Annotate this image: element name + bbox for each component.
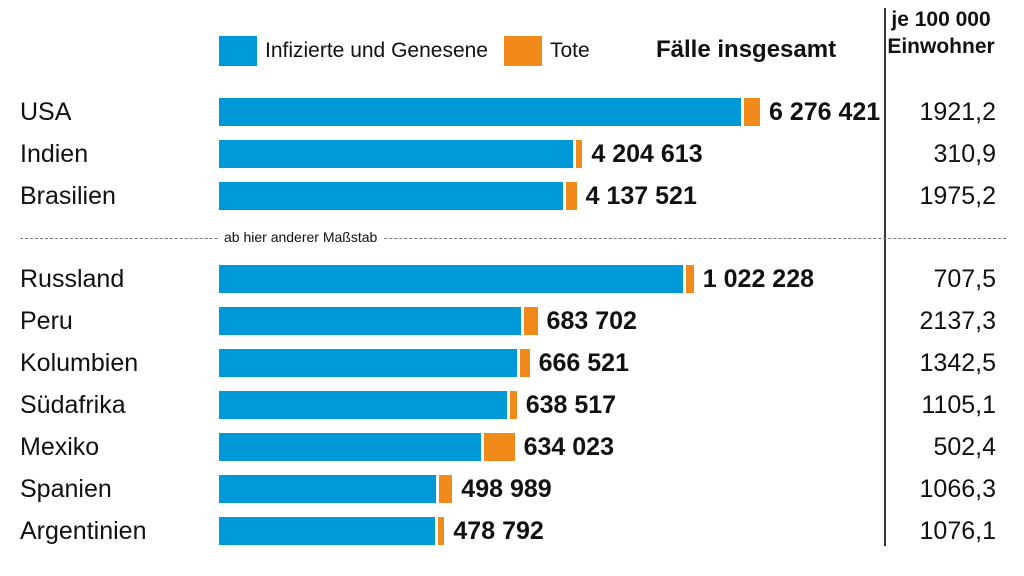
country-label: Spanien xyxy=(20,475,112,503)
per-100k-value: 2137,3 xyxy=(919,307,996,335)
scale-break-note: ab hier anderer Maßstab xyxy=(218,229,384,245)
bar-deaths xyxy=(438,475,453,503)
country-label: Mexiko xyxy=(20,433,100,461)
column-divider xyxy=(884,8,886,546)
per-100k-value: 1105,1 xyxy=(921,391,996,419)
total-value-label: 4 204 613 xyxy=(591,140,703,168)
per-100k-value: 707,5 xyxy=(933,265,996,293)
per-100k-header-line2: Einwohner xyxy=(887,35,995,58)
per-100k-value: 1342,5 xyxy=(919,349,996,377)
bar-deaths xyxy=(483,433,515,461)
legend-recovered: Infizierte und Genesene xyxy=(219,36,488,66)
bar-deaths xyxy=(509,391,517,419)
per-100k-value: 1975,2 xyxy=(919,182,996,210)
country-label: Kolumbien xyxy=(20,349,139,377)
country-label: Brasilien xyxy=(20,182,116,210)
total-value-label: 634 023 xyxy=(523,433,614,461)
total-value-label: 1 022 228 xyxy=(702,265,815,293)
bar-recovered xyxy=(219,517,436,545)
country-label: Russland xyxy=(20,265,125,293)
bar-deaths xyxy=(685,265,694,293)
total-value-label: 498 989 xyxy=(461,475,552,503)
legend-deaths-label: Tote xyxy=(550,39,590,62)
bar-deaths xyxy=(576,140,583,168)
per-100k-value: 1921,2 xyxy=(919,98,996,126)
total-value-label: 6 276 421 xyxy=(768,98,881,126)
per-100k-header-line1: je 100 000 xyxy=(891,8,991,31)
bar-recovered xyxy=(219,140,574,168)
bar-deaths xyxy=(438,517,445,545)
country-label: Argentinien xyxy=(20,517,147,545)
total-value-label: 638 517 xyxy=(525,391,617,419)
per-100k-header: je 100 000 Einwohner xyxy=(876,6,1006,60)
country-label: Indien xyxy=(20,140,89,168)
bar-deaths xyxy=(565,182,577,210)
bar-recovered xyxy=(219,265,683,293)
bar-deaths xyxy=(743,98,760,126)
bar-recovered xyxy=(219,475,436,503)
bar-recovered xyxy=(219,98,741,126)
per-100k-value: 310,9 xyxy=(933,140,996,168)
country-label: Südafrika xyxy=(20,391,126,419)
bar-recovered xyxy=(219,182,563,210)
legend-recovered-swatch xyxy=(219,36,257,66)
bar-deaths xyxy=(519,349,530,377)
country-label: USA xyxy=(20,98,72,126)
total-value-label: 666 521 xyxy=(538,349,629,377)
total-value-label: 4 137 521 xyxy=(585,182,697,210)
per-100k-value: 502,4 xyxy=(933,433,996,461)
total-cases-header: Fälle insgesamt xyxy=(656,36,837,63)
bar-deaths xyxy=(523,307,538,335)
bar-recovered xyxy=(219,307,521,335)
country-label: Peru xyxy=(20,307,73,335)
per-100k-value: 1066,3 xyxy=(919,475,996,503)
legend-deaths-swatch xyxy=(504,36,542,66)
scale-break-line xyxy=(20,238,1006,239)
bar-recovered xyxy=(219,433,481,461)
bar-recovered xyxy=(219,391,507,419)
bar-recovered xyxy=(219,349,517,377)
per-100k-value: 1076,1 xyxy=(919,517,996,545)
legend-recovered-label: Infizierte und Genesene xyxy=(265,39,488,62)
total-value-label: 683 702 xyxy=(546,307,637,335)
legend-deaths: Tote xyxy=(504,36,590,66)
total-value-label: 478 792 xyxy=(453,517,544,545)
